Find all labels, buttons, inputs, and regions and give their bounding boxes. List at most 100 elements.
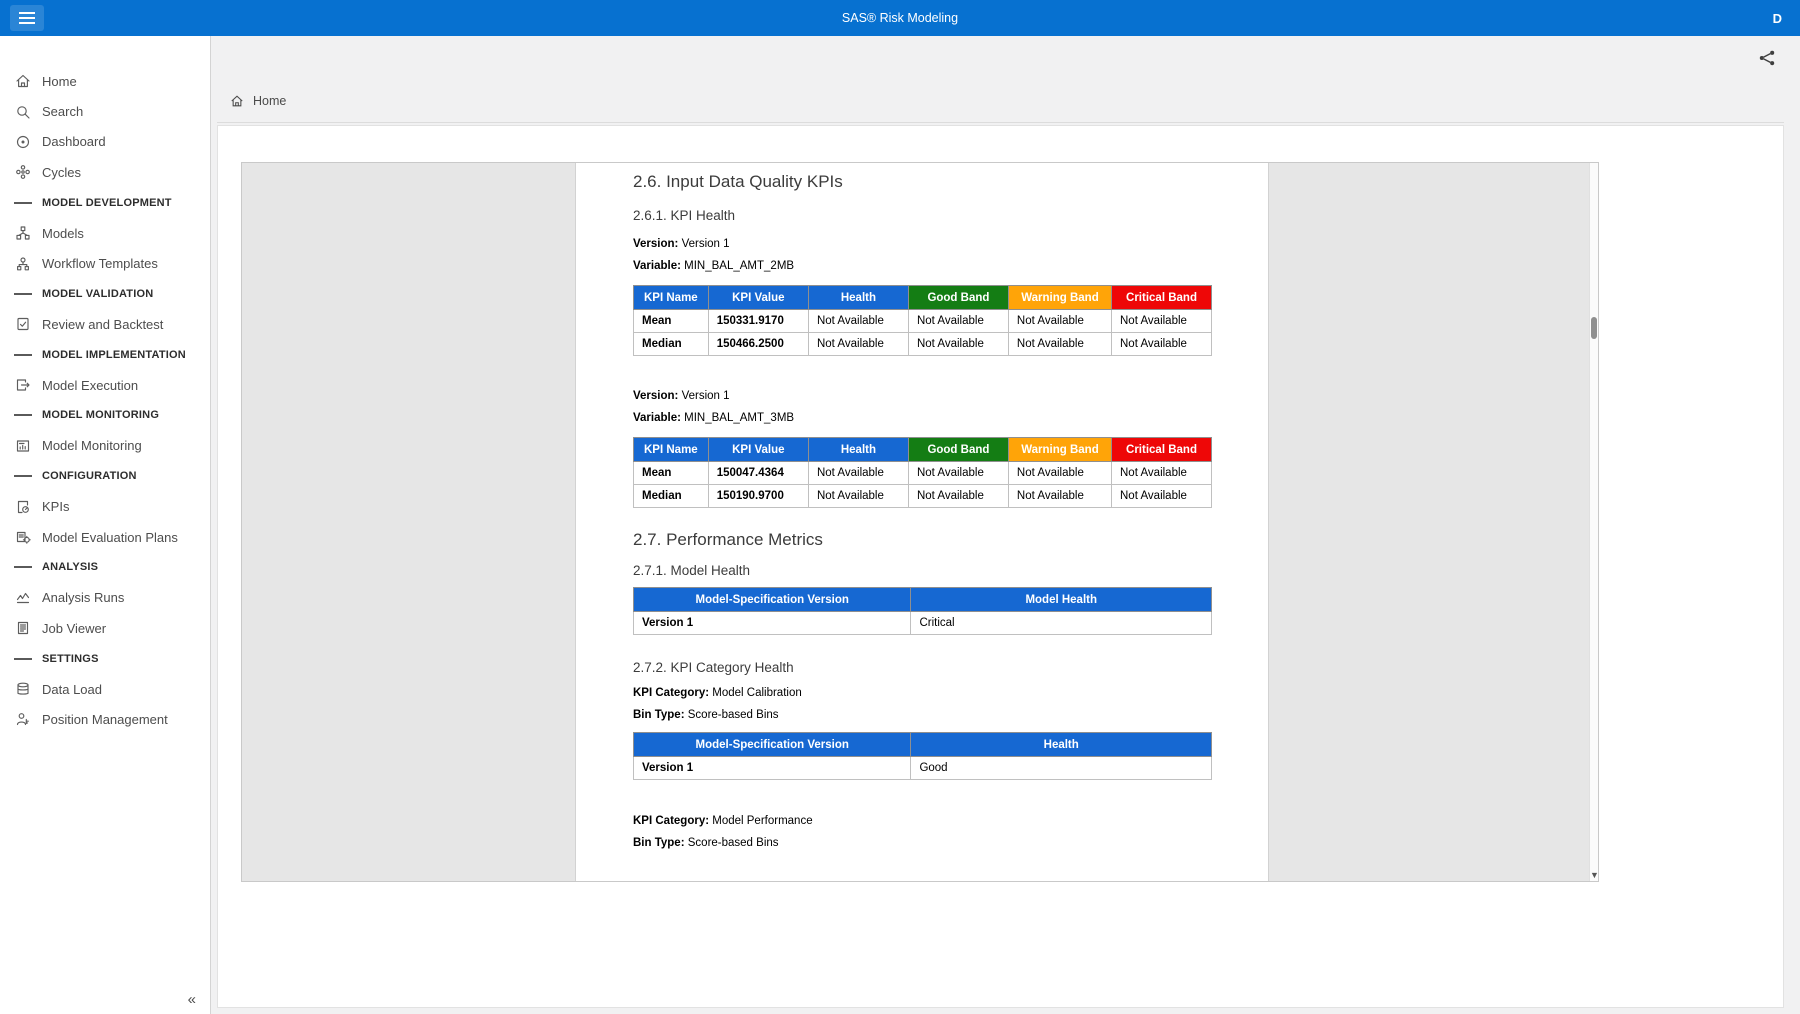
section-dash [14,475,32,478]
version-line: Version: Version 1 [633,238,730,250]
data-load-database-icon [14,681,32,697]
sidebar-item-model-evaluation-plans[interactable]: Model Evaluation Plans [0,522,210,552]
col-header: Model-Specification Version [632,587,912,612]
menu-hamburger-icon[interactable] [10,5,44,31]
status-good: Good [910,756,1212,780]
col-header: Health [807,285,909,310]
sidebar-item-job-viewer[interactable]: Job Viewer [0,613,210,643]
position-management-icon [14,711,32,727]
sidebar-item-workflow-templates[interactable]: Workflow Templates [0,248,210,278]
sidebar-item-home[interactable]: Home [0,66,210,96]
table-row: Median 150466.2500 Not Available Not Ava… [633,332,1212,356]
report-page: 2.6. Input Data Quality KPIs 2.6.1. KPI … [575,163,1269,881]
sidebar-item-review-and-backtest[interactable]: Review and Backtest [0,309,210,339]
sidebar-item-label: Position Management [42,711,168,727]
app-title: SAS® Risk Modeling [841,11,959,25]
sidebar-item-position-management[interactable]: Position Management [0,704,210,734]
sidebar-item-data-load[interactable]: Data Load [0,674,210,704]
sidebar-item-label: Job Viewer [42,620,107,636]
breadcrumb-home-label: Home [253,94,287,108]
col-header: Warning Band [1007,437,1113,462]
kpi-health-table-1: KPI Name KPI Value Health Good Band Warn… [633,285,1212,356]
home-icon [14,73,32,89]
sidebar-section-configuration: CONFIGURATION [0,461,210,491]
user-avatar[interactable]: D [1772,10,1782,26]
scrollbar-thumb[interactable] [1591,317,1597,339]
sidebar-item-label: Data Load [42,681,102,697]
sidebar-item-label: Model Execution [42,377,139,393]
sidebar-item-label: Home [42,73,77,89]
table-row: Version 1 Critical [632,611,1212,635]
sidebar-collapse-button[interactable]: « [187,991,196,1008]
review-backtest-icon [14,316,32,332]
sidebar-item-search[interactable]: Search [0,96,210,126]
sidebar-section-analysis: ANALYSIS [0,552,210,582]
section-heading-26: 2.6. Input Data Quality KPIs [633,172,843,191]
col-header: Good Band [907,437,1009,462]
main-content-area: Home 2.6. Input Data Quality KPIs 2.6.1.… [211,36,1800,1014]
col-header: KPI Value [707,285,809,310]
col-header: KPI Name [633,285,709,310]
col-header: Critical Band [1111,437,1212,462]
document-scrollbar[interactable]: ▼ [1589,163,1599,881]
col-header: Health [910,732,1212,757]
col-header: Warning Band [1007,285,1113,310]
version-line: Version: Version 1 [633,390,730,402]
sidebar-item-model-monitoring[interactable]: Model Monitoring [0,431,210,461]
scrollbar-down-arrow-icon[interactable]: ▼ [1590,870,1599,880]
kpi-category-line: KPI Category: Model Performance [633,815,813,827]
col-header: Good Band [907,285,1009,310]
models-icon [14,225,32,241]
job-viewer-icon [14,620,32,636]
section-dash [14,353,32,356]
variable-line: Variable: MIN_BAL_AMT_3MB [633,412,795,424]
sidebar-item-label: Cycles [42,164,82,180]
sidebar-section-model-implementation: MODEL IMPLEMENTATION [0,340,210,370]
table-row: Version 1 Good [632,756,1212,780]
section-dash [14,201,32,204]
sidebar-item-kpis[interactable]: KPIs [0,491,210,521]
table-row: Median 150190.9700 Not Available Not Ava… [633,484,1212,508]
sidebar-item-label: Models [42,225,84,241]
sidebar-item-label: Model Evaluation Plans [42,529,178,545]
dashboard-icon [14,134,32,150]
sidebar-section-settings: SETTINGS [0,643,210,673]
model-health-table: Model-Specification Version Model Health… [632,587,1212,635]
model-execution-icon [14,377,32,393]
sidebar-section-model-validation: MODEL VALIDATION [0,279,210,309]
col-header: Health [807,437,909,462]
breadcrumb[interactable]: Home [230,94,286,108]
cycles-gear-icon [14,164,32,180]
kpi-category-health-table: Model-Specification Version Health Versi… [632,732,1212,780]
section-heading-272: 2.7.2. KPI Category Health [633,660,794,675]
section-dash [14,566,32,569]
status-critical: Critical [910,611,1212,635]
section-dash [14,414,32,417]
share-icon[interactable] [1758,49,1776,67]
sidebar-nav: Home Search Dashboard Cycles MODEL DEVEL… [0,36,210,735]
section-dash [14,292,32,295]
col-header: Critical Band [1111,285,1212,310]
variable-line: Variable: MIN_BAL_AMT_2MB [633,260,795,272]
sidebar-item-model-execution[interactable]: Model Execution [0,370,210,400]
col-header: Model-Specification Version [632,732,912,757]
sidebar-item-label: Model Monitoring [42,438,142,454]
sidebar-item-label: Dashboard [42,134,106,150]
table-row: Mean 150331.9170 Not Available Not Avail… [633,309,1212,333]
sidebar-item-analysis-runs[interactable]: Analysis Runs [0,583,210,613]
sidebar-item-label: Review and Backtest [42,316,164,332]
workflow-templates-icon [14,256,32,272]
col-header: KPI Name [633,437,709,462]
sidebar-item-label: KPIs [42,499,70,515]
section-heading-27: 2.7. Performance Metrics [633,530,823,549]
bin-type-line: Bin Type: Score-based Bins [633,709,779,721]
sidebar-section-model-monitoring: MODEL MONITORING [0,400,210,430]
analysis-runs-icon [14,590,32,606]
section-heading-271: 2.7.1. Model Health [633,563,751,578]
sidebar-item-cycles[interactable]: Cycles [0,157,210,187]
bin-type-line: Bin Type: Score-based Bins [633,837,779,849]
sidebar-item-dashboard[interactable]: Dashboard [0,127,210,157]
breadcrumb-divider [217,122,1784,123]
sidebar-item-models[interactable]: Models [0,218,210,248]
sidebar: Home Search Dashboard Cycles MODEL DEVEL… [0,36,211,1014]
